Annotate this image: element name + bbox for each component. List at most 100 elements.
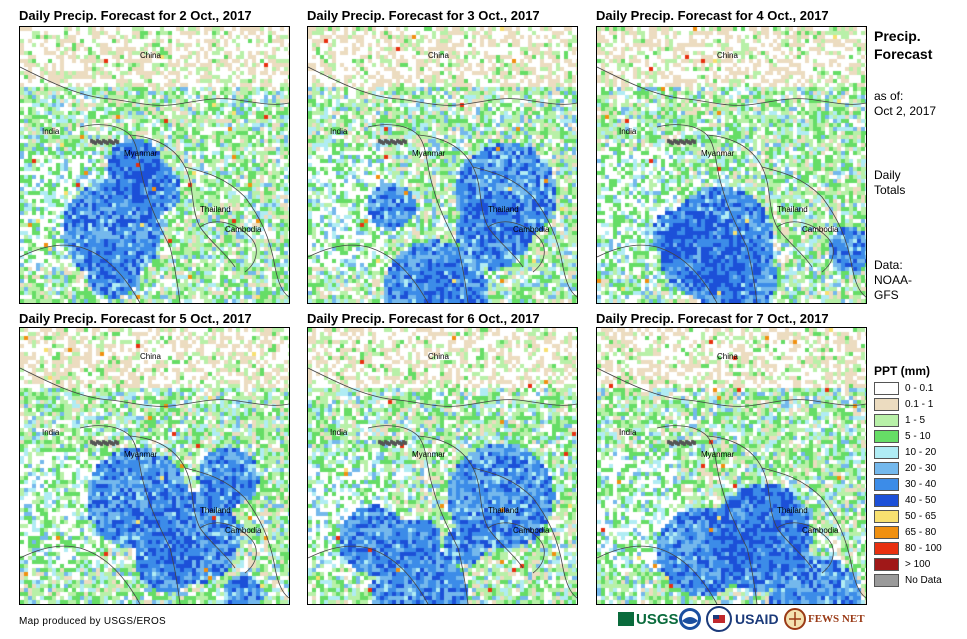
noaa-emblem-icon xyxy=(679,608,701,630)
panel-title-3: Daily Precip. Forecast for 4 Oct., 2017 xyxy=(596,8,829,23)
country-borders xyxy=(20,66,289,303)
map-label-thailand: Thailand xyxy=(777,205,808,214)
legend-item: 1 - 5 xyxy=(874,413,925,428)
panel-title-6: Daily Precip. Forecast for 7 Oct., 2017 xyxy=(596,311,829,326)
precip-raster xyxy=(597,27,866,303)
legend-label: 40 - 50 xyxy=(905,495,937,506)
legend-label: 0 - 0.1 xyxy=(905,383,934,394)
forecast-map-2: China India Myanmar Thailand Cambodia xyxy=(307,26,578,304)
precip-raster xyxy=(20,27,289,303)
legend-label: 65 - 80 xyxy=(905,527,937,538)
map-label-cambodia: Cambodia xyxy=(513,526,550,535)
data-source-line1: NOAA- xyxy=(874,273,913,287)
map-label-cambodia: Cambodia xyxy=(802,526,839,535)
map-label-india: India xyxy=(619,428,637,437)
legend-item: 30 - 40 xyxy=(874,477,936,492)
legend-label: 30 - 40 xyxy=(905,479,937,490)
map-label-india: India xyxy=(42,127,60,136)
precip-raster xyxy=(308,27,577,303)
legend-swatch xyxy=(874,462,899,475)
map-label-china: China xyxy=(140,352,161,361)
panel-title-5: Daily Precip. Forecast for 6 Oct., 2017 xyxy=(307,311,540,326)
panel-title-2: Daily Precip. Forecast for 3 Oct., 2017 xyxy=(307,8,540,23)
usaid-logo: USAID xyxy=(706,605,779,633)
legend-item: > 100 xyxy=(874,557,930,572)
legend-item: No Data xyxy=(874,573,942,588)
legend-swatch xyxy=(874,574,899,587)
map-label-cambodia: Cambodia xyxy=(513,225,550,234)
legend-label: 1 - 5 xyxy=(905,415,926,426)
legend-label: No Data xyxy=(905,575,942,586)
map-label-china: China xyxy=(140,51,161,60)
legend-swatch xyxy=(874,382,899,395)
legend-swatch xyxy=(874,414,899,427)
side-title-line1: Precip. xyxy=(874,28,921,44)
legend-label: 80 - 100 xyxy=(905,543,942,554)
map-label-india: India xyxy=(330,127,348,136)
fewsnet-logo-text: FEWS NET xyxy=(808,613,865,625)
legend-item: 20 - 30 xyxy=(874,461,936,476)
map-label-myanmar: Myanmar xyxy=(701,450,735,459)
map-label-china: China xyxy=(428,51,449,60)
data-source-line2: GFS xyxy=(874,288,899,302)
map-label-thailand: Thailand xyxy=(200,205,231,214)
precip-raster xyxy=(597,328,866,604)
map-label-china: China xyxy=(428,352,449,361)
forecast-map-1: China India Myanmar Thailand Cambodia xyxy=(19,26,290,304)
usaid-seal-icon xyxy=(706,606,732,632)
legend-swatch xyxy=(874,478,899,491)
country-borders xyxy=(597,367,866,604)
legend-label: 5 - 10 xyxy=(905,431,931,442)
usgs-wave-icon xyxy=(618,612,634,626)
country-borders xyxy=(597,66,866,303)
legend-swatch xyxy=(874,542,899,555)
asof-date: Oct 2, 2017 xyxy=(874,104,937,118)
country-borders xyxy=(308,66,577,303)
noaa-logo xyxy=(678,605,702,633)
map-label-china: China xyxy=(717,352,738,361)
precip-raster xyxy=(20,328,289,604)
legend-label: > 100 xyxy=(905,559,931,570)
legend-swatch xyxy=(874,494,899,507)
map-label-myanmar: Myanmar xyxy=(701,149,735,158)
legend-item: 0.1 - 1 xyxy=(874,397,933,412)
map-label-thailand: Thailand xyxy=(777,506,808,515)
legend-item: 65 - 80 xyxy=(874,525,936,540)
precip-raster xyxy=(308,328,577,604)
asof-label: as of: xyxy=(874,89,904,103)
legend-swatch xyxy=(874,510,899,523)
map-label-myanmar: Myanmar xyxy=(124,149,158,158)
footer-credit: Map produced by USGS/EROS xyxy=(19,616,167,627)
forecast-map-4: China India Myanmar Thailand Cambodia xyxy=(19,327,290,605)
legend-item: 80 - 100 xyxy=(874,541,942,556)
side-title-line2: Forecast xyxy=(874,46,933,62)
map-label-cambodia: Cambodia xyxy=(225,526,262,535)
fewsnet-globe-icon xyxy=(784,608,806,630)
usaid-logo-text: USAID xyxy=(735,611,779,627)
legend-label: 20 - 30 xyxy=(905,463,937,474)
map-label-myanmar: Myanmar xyxy=(412,450,446,459)
map-label-india: India xyxy=(42,428,60,437)
data-label: Data: xyxy=(874,258,903,272)
legend-item: 5 - 10 xyxy=(874,429,931,444)
legend-swatch xyxy=(874,558,899,571)
map-label-india: India xyxy=(330,428,348,437)
usgs-logo-text: USGS xyxy=(636,610,679,628)
map-label-china: China xyxy=(717,51,738,60)
map-label-myanmar: Myanmar xyxy=(412,149,446,158)
legend-label: 50 - 65 xyxy=(905,511,937,522)
legend-title: PPT (mm) xyxy=(874,364,931,378)
legend-item: 10 - 20 xyxy=(874,445,936,460)
legend-item: 50 - 65 xyxy=(874,509,936,524)
legend-item: 0 - 0.1 xyxy=(874,381,933,396)
forecast-map-6: China India Myanmar Thailand Cambodia xyxy=(596,327,867,605)
map-label-india: India xyxy=(619,127,637,136)
map-label-thailand: Thailand xyxy=(488,506,519,515)
legend-swatch xyxy=(874,526,899,539)
panel-title-4: Daily Precip. Forecast for 5 Oct., 2017 xyxy=(19,311,252,326)
legend-swatch xyxy=(874,446,899,459)
legend-swatch xyxy=(874,430,899,443)
legend-label: 0.1 - 1 xyxy=(905,399,934,410)
map-label-cambodia: Cambodia xyxy=(225,225,262,234)
legend-item: 40 - 50 xyxy=(874,493,936,508)
